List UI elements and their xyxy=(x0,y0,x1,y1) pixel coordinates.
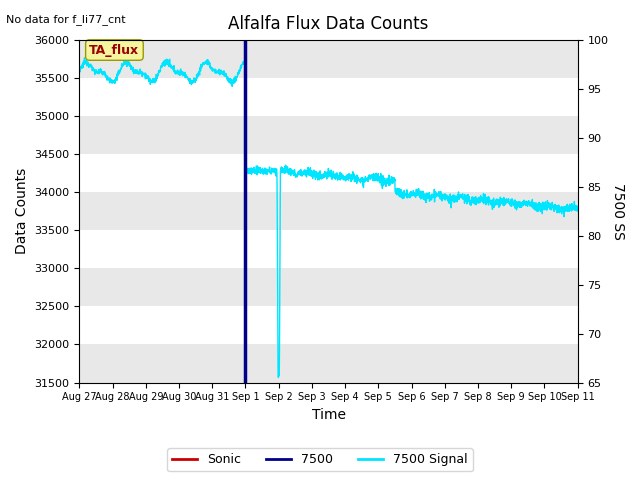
Bar xyxy=(79,40,578,78)
Bar xyxy=(79,268,578,306)
Y-axis label: 7500 SS: 7500 SS xyxy=(611,183,625,240)
X-axis label: Time: Time xyxy=(312,408,346,422)
Bar xyxy=(79,192,578,230)
Legend: Sonic, 7500, 7500 Signal: Sonic, 7500, 7500 Signal xyxy=(167,448,473,471)
Bar xyxy=(79,345,578,383)
Text: TA_flux: TA_flux xyxy=(90,44,140,57)
Title: Alfalfa Flux Data Counts: Alfalfa Flux Data Counts xyxy=(228,15,429,33)
Text: No data for f_li77_cnt: No data for f_li77_cnt xyxy=(6,14,126,25)
Bar xyxy=(79,116,578,154)
Y-axis label: Data Counts: Data Counts xyxy=(15,168,29,254)
